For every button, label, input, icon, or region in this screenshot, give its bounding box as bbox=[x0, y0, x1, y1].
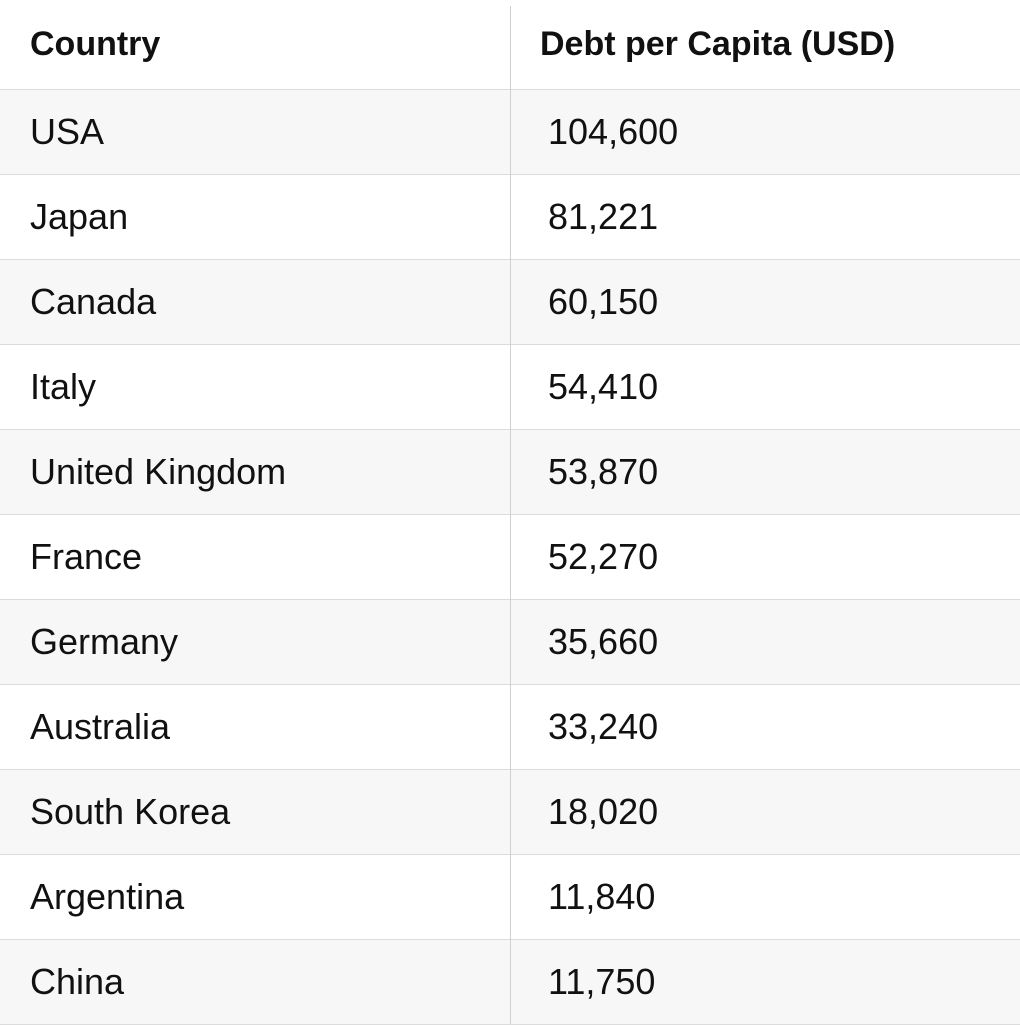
table-cell: South Korea bbox=[30, 791, 231, 832]
table-cell: Japan bbox=[30, 196, 129, 237]
table-cell: 53,870 bbox=[548, 451, 659, 492]
header-cell: Debt per Capita (USD) bbox=[540, 25, 896, 63]
table-row: Australia 33,240 bbox=[0, 685, 1020, 770]
table-cell: 60,150 bbox=[548, 281, 659, 322]
table-cell: France bbox=[30, 536, 143, 577]
table-cell: USA bbox=[30, 111, 105, 152]
table-cell: 11,840 bbox=[548, 876, 656, 917]
table-cell: 54,410 bbox=[548, 366, 659, 407]
table-cell: 35,660 bbox=[548, 621, 659, 662]
table-cell: Canada bbox=[30, 281, 157, 322]
column-divider bbox=[510, 6, 511, 1024]
table-cell: China bbox=[30, 961, 125, 1002]
table-cell: 33,240 bbox=[548, 706, 659, 747]
table-cell: Italy bbox=[30, 366, 97, 407]
header-cell: Country bbox=[30, 25, 161, 63]
table-cell: Australia bbox=[30, 706, 171, 747]
table-row: Argentina 11,840 bbox=[0, 855, 1020, 940]
table-cell: Argentina bbox=[30, 876, 185, 917]
table-cell: 11,750 bbox=[548, 961, 656, 1002]
table-cell: 18,020 bbox=[548, 791, 659, 832]
table-row: France 52,270 bbox=[0, 515, 1020, 600]
table-cell: 104,600 bbox=[548, 111, 679, 152]
table-cell: 52,270 bbox=[548, 536, 659, 577]
table-cell: United Kingdom bbox=[30, 451, 287, 492]
table-cell: Germany bbox=[30, 621, 179, 662]
table-cell: 81,221 bbox=[548, 196, 659, 237]
